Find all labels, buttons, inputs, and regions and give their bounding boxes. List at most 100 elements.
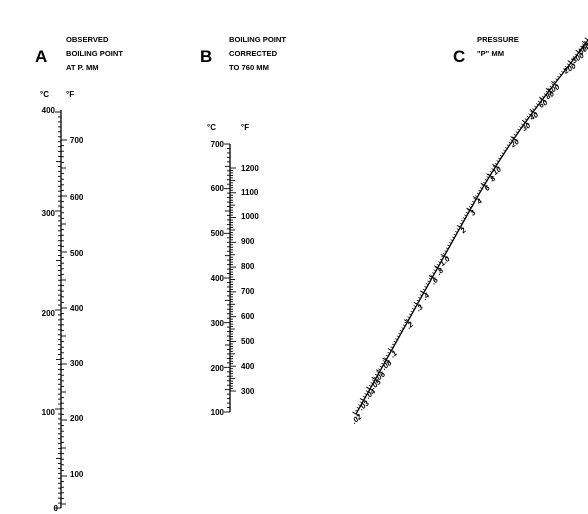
scale-c-tick [420,290,428,296]
scale-c-minor-tick [565,65,568,68]
scale-c-minor-tick [549,85,552,88]
scale-c-minor-tick [580,45,583,48]
scale-c-minor-tick [370,382,373,384]
scale-b-celsius-label: 200 [211,364,225,373]
scale-b-letter: B [200,47,212,66]
scale-c-minor-tick [374,373,378,376]
scale-c-label: 10 [491,164,504,177]
scale-c-tick [371,376,379,382]
scale-c-minor-tick [436,264,440,266]
scale-c-minor-tick [481,184,484,187]
scale-c-label: .1 [388,349,399,360]
scale-c-minor-tick [487,173,491,176]
scale-a-fahrenheit-label: 100 [70,470,84,479]
scale-c-minor-tick [455,231,458,233]
scale-c-tick [584,37,588,41]
scale-c-minor-tick [435,266,438,269]
scale-b-fahrenheit-label: 800 [241,262,255,271]
scale-b-celsius-label: 600 [211,184,225,193]
scale-c-minor-tick [356,406,360,409]
scale-c-minor-tick [387,351,390,354]
scale-a-celsius-unit: °C [40,90,49,99]
scale-c-minor-tick [461,220,464,222]
scale-c-tick [492,163,500,169]
scale-c-label: .08 [380,358,394,372]
scale-c-minor-tick [418,297,421,299]
scale-c-tick [538,96,546,103]
scale-b-celsius-label: 700 [211,140,225,149]
scale-c-minor-tick [521,123,524,126]
scale-c-tick [529,109,537,115]
scale-b-fahrenheit-unit: °F [241,123,249,132]
scale-c-minor-tick [365,390,369,393]
scale-c-pressure: .02.03.04.05.06.08.1.2.3.4.6.81.02346810… [350,37,588,426]
scale-c-tick [486,173,494,179]
scale-a-letter: A [35,47,47,66]
scale-c-minor-tick [553,80,556,83]
scale-c-minor-tick [582,43,585,46]
scale-c-minor-tick [506,144,510,147]
scale-c-minor-tick [517,128,520,131]
scale-c-minor-tick [545,90,548,93]
scale-c-label: 700 [579,38,588,53]
scale-c-label: .6 [429,275,440,286]
scale-c-minor-tick [498,157,501,160]
scale-c-minor-tick [568,60,572,64]
scale-b-fahrenheit-label: 1100 [241,188,259,197]
scale-c-minor-tick [376,371,380,373]
scale-b-celsius-unit: °C [207,123,216,132]
scale-c-minor-tick [501,152,504,155]
scale-b-celsius-label: 400 [211,274,225,283]
scale-a-title-line-3: AT P. MM [66,63,99,72]
scale-c-minor-tick [559,73,562,76]
scale-c-minor-tick [441,255,444,258]
scale-c-minor-tick [471,200,475,203]
scale-c-minor-tick [424,286,427,288]
scale-c-minor-tick [479,187,483,189]
scale-c-minor-tick [476,192,480,195]
scale-c-minor-tick [428,277,432,280]
scale-c-minor-tick [512,136,515,139]
scale-c-minor-tick [574,53,578,56]
scale-b-title-line-3: TO 760 MM [229,63,269,72]
scale-c-minor-tick [404,321,407,324]
scale-c-minor-tick [489,170,493,173]
scale-c-labels: .02.03.04.05.06.08.1.2.3.4.6.81.02346810… [350,38,588,426]
scale-c-minor-tick [499,154,503,157]
scale-c-minor-tick [508,141,511,144]
scale-c-minor-tick [462,217,466,220]
scale-c-tick [434,265,442,271]
scale-b-celsius-labels: 700 600 500 400 300 200 100 [211,140,225,417]
scale-c-minor-tick [465,211,469,214]
scale-b-fahrenheit-labels: 1200 1100 1000 900 800 700 600 500 400 3… [241,164,259,396]
scale-c-minor-tick [381,362,384,365]
scale-c-minor-tick [570,58,574,61]
scale-c-minor-tick [445,247,449,250]
scale-c-minor-tick [551,83,554,86]
scale-c-minor-tick [450,239,453,242]
scale-b-fahrenheit-label: 300 [241,387,255,396]
scale-c-minor-tick [442,253,446,255]
scale-c-minor-tick [447,244,450,247]
scale-a-fahrenheit-label: 600 [70,193,84,202]
scale-b-ticks [224,143,236,413]
scale-c-minor-tick [411,307,415,310]
scale-c-minor-tick [459,222,463,225]
scale-c-minor-tick [456,228,460,231]
scale-c-tick [521,119,529,126]
scale-c-minor-tick [494,162,498,165]
scale-b-corrected-boiling-point: 700 600 500 400 300 200 100 1200 1100 10… [211,140,260,417]
scale-c-minor-tick [513,133,517,136]
scale-c-minor-tick [408,313,412,316]
scale-c-letter: C [453,47,465,66]
scale-c-minor-tick [572,55,576,59]
scale-b-fahrenheit-label: 600 [241,312,255,321]
scale-c-minor-tick [416,299,420,302]
scale-c-minor-tick [491,168,494,171]
scale-c-minor-tick [388,349,392,352]
scale-c-label: 1.0 [438,254,452,268]
scale-c-minor-tick [530,110,533,113]
scale-c-minor-tick [378,368,381,371]
scale-c-minor-tick [510,139,513,142]
